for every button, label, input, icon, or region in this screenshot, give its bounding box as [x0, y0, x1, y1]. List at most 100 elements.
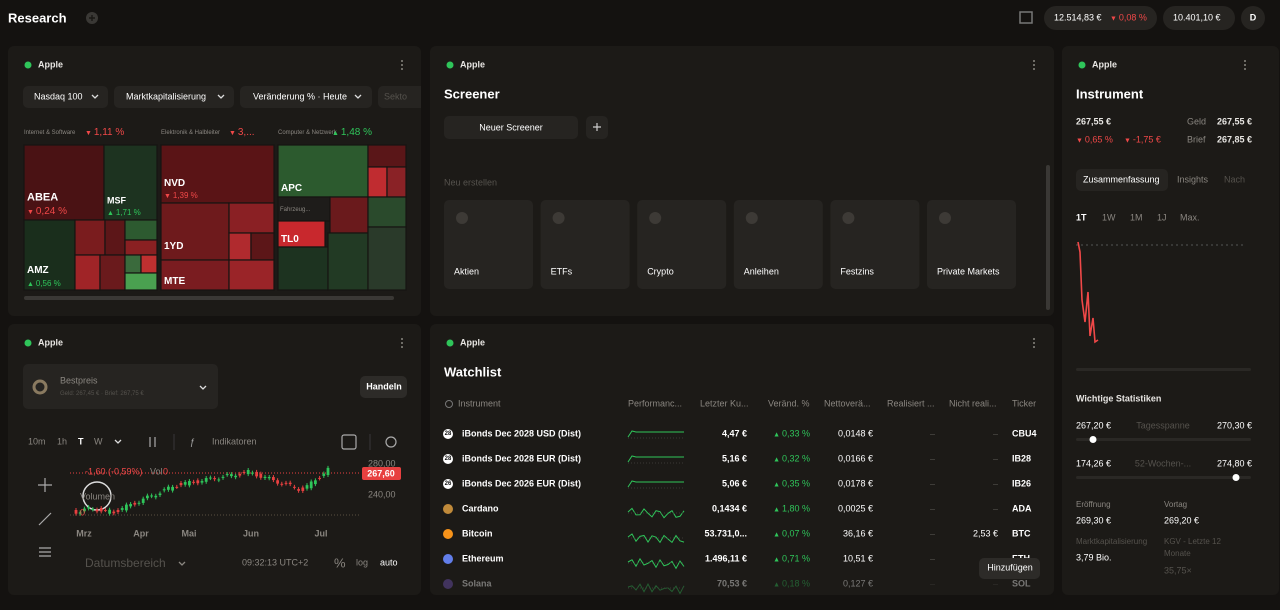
row-realized: – — [929, 428, 935, 439]
trade-button[interactable] — [360, 376, 407, 398]
layout-icon[interactable] — [1019, 11, 1033, 24]
chart-tools[interactable]: ƒ — [32, 379, 397, 557]
stat-value: 3,79 Bio. — [1076, 552, 1112, 563]
range-low: 267,20 € — [1076, 420, 1112, 431]
candle-body — [188, 481, 191, 486]
candle-body — [167, 486, 170, 490]
heatmap-tiles — [23, 144, 407, 291]
sparkline — [627, 533, 685, 544]
candle-body — [175, 486, 179, 488]
price-label: 240,00 — [368, 489, 396, 500]
cash: 10.401,10 € — [1173, 12, 1221, 23]
candle-body — [87, 507, 90, 509]
row-ticker: SOL — [1012, 578, 1031, 589]
row-icon — [443, 429, 453, 439]
filter[interactable] — [240, 86, 372, 108]
row-icon-label: 26 — [444, 481, 452, 487]
candle-body — [238, 473, 242, 476]
candle-body — [326, 467, 330, 475]
row-ticker: IB26 — [1012, 478, 1032, 489]
column-header: Nicht reali... — [949, 398, 997, 409]
column-header: Instrument — [458, 398, 501, 409]
tile-change: 0,24 % — [27, 207, 67, 217]
search-icon[interactable] — [445, 400, 453, 408]
interval: 10m — [28, 436, 46, 447]
tile-change: 1,39 % — [164, 192, 198, 200]
screener-card[interactable] — [540, 200, 630, 289]
candle-body — [276, 480, 279, 484]
tile-label: TL0 — [281, 234, 299, 245]
row-icon — [443, 479, 453, 489]
screener-card[interactable] — [637, 200, 727, 289]
candle-body — [137, 502, 141, 504]
menu-icons[interactable] — [401, 60, 1246, 348]
candle-body — [91, 509, 95, 511]
panel-title: Screener — [444, 86, 500, 102]
section-label: Neu erstellen — [444, 177, 498, 188]
sector-change: 3,... — [229, 128, 255, 138]
candle-body — [179, 483, 183, 486]
candle-body — [217, 479, 221, 481]
candle-body — [154, 495, 158, 498]
range-high: 270,30 € — [1216, 420, 1252, 431]
new-screener-button[interactable] — [444, 116, 578, 139]
button-label: Handeln — [366, 381, 402, 392]
row-net: 0,127 € — [842, 578, 873, 589]
candle-body — [314, 480, 317, 485]
row-net: 10,51 € — [842, 553, 873, 564]
change-abs: -1,75 € — [1124, 135, 1161, 145]
row-ticker: CBU4 — [1012, 428, 1037, 439]
cash-pill[interactable] — [1163, 6, 1235, 30]
avatar[interactable] — [1241, 6, 1265, 30]
screener-card[interactable] — [927, 200, 1016, 289]
row-icon — [443, 554, 453, 564]
portfolio-change: 0,08 % — [1110, 13, 1147, 23]
card-label: Crypto — [647, 266, 674, 277]
last-price-box — [362, 467, 401, 480]
candle-body — [196, 480, 200, 484]
row-realized: – — [929, 578, 935, 589]
candle-body — [242, 471, 246, 473]
card-icon — [745, 212, 758, 224]
filter[interactable] — [23, 86, 108, 108]
volume-value: 0 — [80, 507, 86, 518]
screener-card[interactable] — [830, 200, 920, 289]
candle-body — [171, 486, 174, 491]
bid-label: Geld — [1187, 116, 1207, 127]
sector-name: Computer & Netzwerk — [278, 130, 337, 136]
vol-value: 0 — [163, 466, 169, 477]
date-range: Datumsbereich — [85, 556, 166, 570]
row-last: 53.731,0... — [704, 528, 747, 539]
screener-card[interactable] — [444, 200, 533, 289]
tab-selected[interactable] — [1076, 169, 1168, 191]
card-label: Private Markets — [937, 266, 1000, 277]
row-unrealized: – — [992, 478, 998, 489]
filter[interactable] — [114, 86, 234, 108]
filter[interactable] — [378, 86, 421, 108]
candle-body — [246, 470, 250, 475]
add-icon — [593, 123, 601, 131]
svg-text:ƒ: ƒ — [190, 437, 195, 447]
row-realized: – — [929, 453, 935, 464]
row-ticker: ADA — [1012, 503, 1032, 514]
screener-card[interactable] — [733, 200, 823, 289]
candle-body — [183, 482, 187, 485]
interval: 1h — [57, 436, 68, 447]
instrument-chart — [1076, 241, 1251, 481]
tile-label: APC — [281, 183, 303, 194]
candle-body — [204, 478, 208, 482]
add-button[interactable] — [979, 558, 1040, 579]
scale-option: % — [334, 555, 346, 571]
sector-name: Elektronik & Halbleiter — [161, 130, 221, 136]
row-change: 0,71 % — [773, 554, 810, 564]
bid: 267,55 € — [1216, 116, 1252, 127]
quote-card[interactable] — [23, 364, 218, 409]
row-ticker: IB28 — [1012, 453, 1032, 464]
price: 267,55 € — [1076, 116, 1112, 127]
candle-body — [318, 477, 321, 479]
row-change: 0,18 % — [773, 579, 810, 589]
chevrons — [91, 94, 362, 566]
candle-body — [255, 471, 258, 477]
interval: W — [94, 436, 103, 447]
